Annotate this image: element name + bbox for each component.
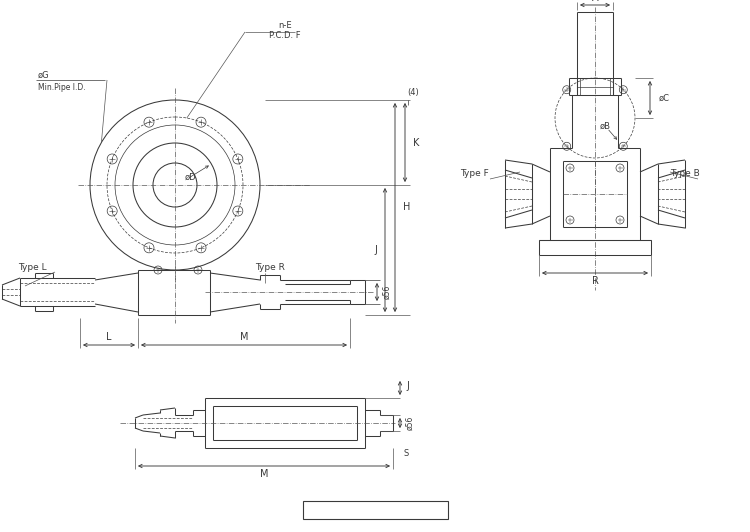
Text: M: M [260, 469, 268, 479]
Text: A: A [592, 0, 598, 3]
Text: Type B: Type B [670, 170, 700, 179]
Text: Type R: Type R [255, 262, 285, 271]
Text: øB: øB [599, 121, 610, 130]
Text: ø56: ø56 [382, 285, 392, 299]
Text: øG: øG [38, 71, 50, 79]
Text: Type F: Type F [460, 170, 489, 179]
Text: øD: øD [184, 172, 196, 181]
Text: n-E: n-E [278, 21, 292, 29]
Bar [302, 501, 448, 519]
Text: J: J [374, 245, 377, 255]
Text: Type L: Type L [18, 262, 46, 271]
Text: S: S [404, 448, 410, 458]
Text: ISO200,250LD Form: ISO200,250LD Form [323, 505, 427, 515]
Text: L: L [106, 332, 112, 342]
Text: H: H [403, 203, 410, 212]
Text: M: M [240, 332, 248, 342]
Text: øC: øC [659, 94, 670, 103]
Text: (4): (4) [407, 87, 419, 96]
Text: R: R [592, 276, 598, 286]
Text: Min.Pipe I.D.: Min.Pipe I.D. [38, 82, 86, 92]
Text: K: K [413, 137, 419, 147]
Text: J: J [406, 381, 409, 391]
Text: P.C.D. F: P.C.D. F [269, 30, 301, 39]
Text: ø56: ø56 [406, 416, 415, 430]
